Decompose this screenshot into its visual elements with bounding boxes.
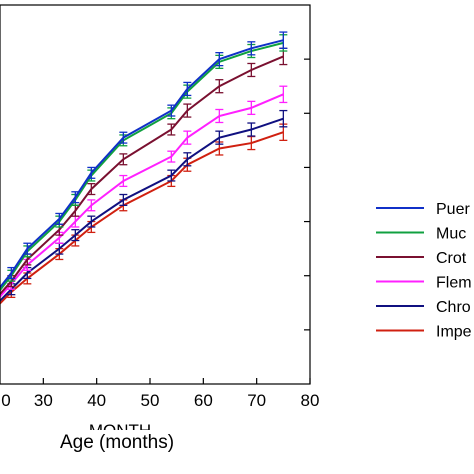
legend-label: Muc xyxy=(436,226,466,243)
plot-frame xyxy=(0,4,311,385)
series-chro xyxy=(0,109,288,303)
error-bar xyxy=(167,104,176,117)
series-layer xyxy=(0,31,288,305)
x-axis-inner-label: MONTH xyxy=(89,421,151,440)
legend-item-puer: Puer xyxy=(376,201,470,218)
error-bar xyxy=(183,81,192,97)
error-bar xyxy=(87,199,96,212)
x-tick-label-6: 80 xyxy=(301,391,320,410)
legend-item-impe: Impe xyxy=(376,324,472,341)
legend-item-flem: Flem xyxy=(376,275,472,292)
error-bar xyxy=(87,166,96,179)
error-bar xyxy=(7,266,16,280)
error-bar xyxy=(279,31,288,49)
error-bar xyxy=(167,169,176,182)
series-impe xyxy=(0,123,288,305)
legend-label: Puer xyxy=(436,201,470,218)
series-crot xyxy=(0,47,288,296)
x-tick-label-0: 0 xyxy=(1,391,10,410)
legend-label: Flem xyxy=(436,275,472,292)
series-line-crot xyxy=(0,55,284,296)
plot-area: 0 30 40 50 60 70 80 xyxy=(0,4,319,410)
error-bar xyxy=(87,215,96,228)
x-tick-label-4: 60 xyxy=(194,391,213,410)
error-bar xyxy=(71,229,80,242)
error-bar xyxy=(183,152,192,167)
legend-label: Chro xyxy=(436,299,471,316)
error-bar xyxy=(215,108,224,124)
legend-item-crot: Crot xyxy=(376,250,467,267)
error-bar xyxy=(215,130,224,145)
x-tick-label-2: 40 xyxy=(87,391,106,410)
series-line-puer xyxy=(0,39,284,290)
series-line-muc xyxy=(0,41,284,292)
x-tick-label-5: 70 xyxy=(247,391,266,410)
error-bar xyxy=(55,212,64,225)
error-bar xyxy=(247,62,256,78)
error-bar xyxy=(71,191,80,204)
x-axis-ticks: 0 30 40 50 60 70 80 xyxy=(1,378,319,410)
error-bar xyxy=(119,174,128,188)
x-tick-label-1: 30 xyxy=(34,391,53,410)
error-bar xyxy=(119,153,128,166)
legend-item-chro: Chro xyxy=(376,299,471,316)
legend-label: Crot xyxy=(436,250,467,267)
y-axis-ticks xyxy=(304,58,310,331)
error-bar xyxy=(247,122,256,137)
error-bar xyxy=(183,130,192,145)
error-bar xyxy=(279,85,288,104)
error-bar xyxy=(119,193,128,206)
error-bar xyxy=(215,79,224,94)
error-bar xyxy=(87,183,96,196)
x-tick-label-3: 50 xyxy=(141,391,160,410)
series-puer xyxy=(0,31,288,290)
error-bar xyxy=(247,100,256,116)
legend-item-muc: Muc xyxy=(376,226,466,243)
error-bar xyxy=(119,131,128,144)
series-line-impe xyxy=(0,131,284,305)
error-bar xyxy=(247,41,256,56)
error-bar xyxy=(167,123,176,136)
series-flem xyxy=(0,85,288,299)
error-bar xyxy=(23,242,32,255)
error-bar xyxy=(215,51,224,67)
series-line-flem xyxy=(0,93,284,299)
error-bar xyxy=(279,109,288,128)
legend-label: Impe xyxy=(436,324,472,341)
error-bar xyxy=(183,103,192,118)
x-axis-title: Age (months) xyxy=(60,432,174,453)
legend: Puer Muc Crot Flem Chro Impe xyxy=(376,201,472,341)
error-bar xyxy=(167,150,176,163)
series-line-chro xyxy=(0,117,284,303)
